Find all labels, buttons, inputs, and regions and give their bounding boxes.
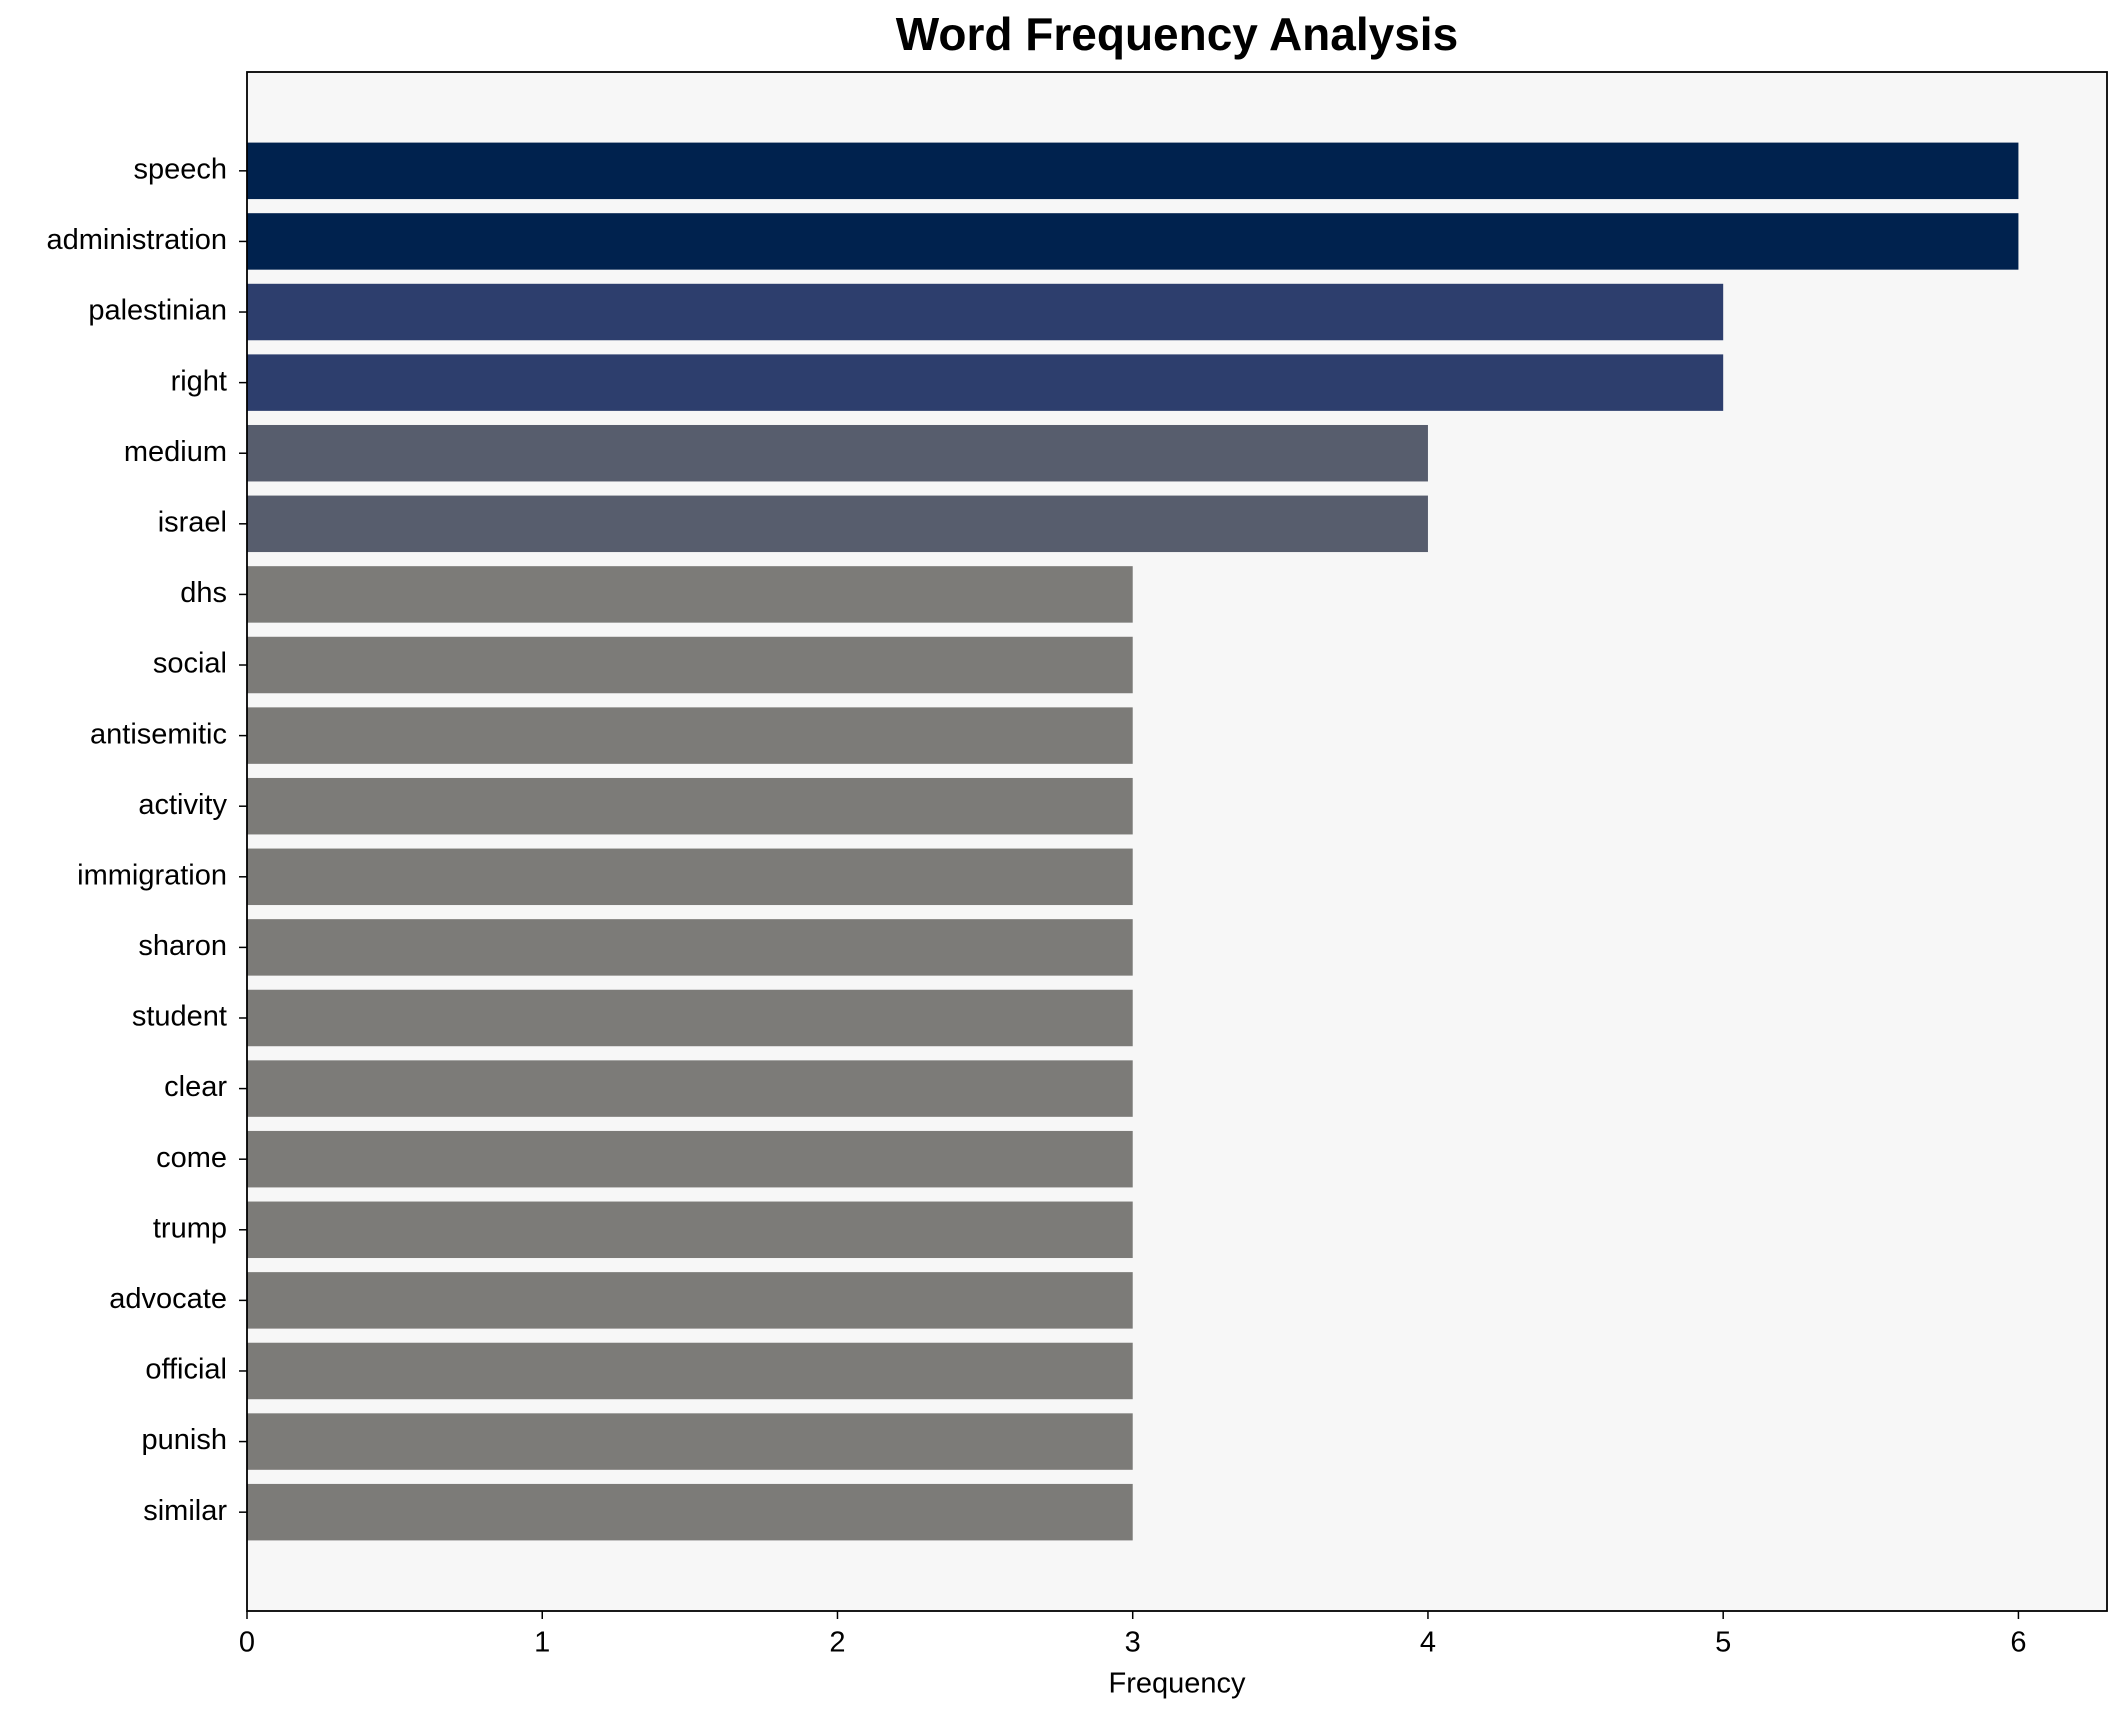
y-tick-label: dhs — [180, 577, 227, 609]
y-tick-label: clear — [164, 1071, 227, 1103]
bar — [247, 1201, 1133, 1259]
x-axis-label: Frequency — [1108, 1668, 1246, 1700]
y-tick-label: antisemitic — [90, 718, 227, 750]
bar — [247, 919, 1133, 976]
bar — [247, 1342, 1133, 1400]
y-tick-label: punish — [142, 1424, 227, 1456]
bar — [247, 424, 1428, 482]
y-tick-label: israel — [158, 506, 227, 538]
bar — [247, 142, 2019, 200]
y-tick-label: official — [145, 1354, 227, 1386]
x-tick-label: 0 — [239, 1627, 255, 1659]
bar — [247, 1060, 1133, 1117]
x-tick-label: 6 — [2010, 1627, 2026, 1659]
x-tick-label: 2 — [829, 1627, 845, 1659]
y-tick-label: sharon — [138, 930, 227, 962]
bar — [247, 636, 1133, 694]
y-tick-label: student — [132, 1001, 227, 1033]
bar — [247, 848, 1133, 906]
y-tick-label: trump — [153, 1212, 227, 1244]
bar — [247, 213, 2019, 270]
chart-title: Word Frequency Analysis — [896, 8, 1458, 60]
y-tick-label: come — [156, 1142, 227, 1174]
y-tick-label: advocate — [109, 1283, 227, 1315]
y-tick-label: medium — [124, 436, 227, 468]
x-tick-label: 4 — [1420, 1627, 1436, 1659]
y-tick-label: palestinian — [88, 295, 227, 327]
bar — [247, 1483, 1133, 1541]
plot-frame — [246, 71, 2108, 1612]
bar — [247, 777, 1133, 835]
bar — [247, 1272, 1133, 1329]
y-tick-label: administration — [46, 224, 227, 256]
y-tick-label: right — [171, 365, 227, 397]
y-tick-label: similar — [143, 1495, 227, 1527]
x-tick-label: 3 — [1125, 1627, 1141, 1659]
bar — [247, 1413, 1133, 1470]
y-tick-label: speech — [133, 153, 227, 185]
x-tick-label: 5 — [1715, 1627, 1731, 1659]
bar — [247, 566, 1133, 623]
bar — [247, 495, 1428, 553]
y-tick-label: social — [153, 648, 227, 680]
bar — [247, 354, 1724, 411]
bar — [247, 283, 1724, 341]
y-tick-label: activity — [138, 789, 227, 821]
bar — [247, 1130, 1133, 1188]
y-tick-label: immigration — [77, 859, 227, 891]
bar — [247, 707, 1133, 764]
x-tick-label: 1 — [534, 1627, 550, 1659]
bar — [247, 989, 1133, 1047]
